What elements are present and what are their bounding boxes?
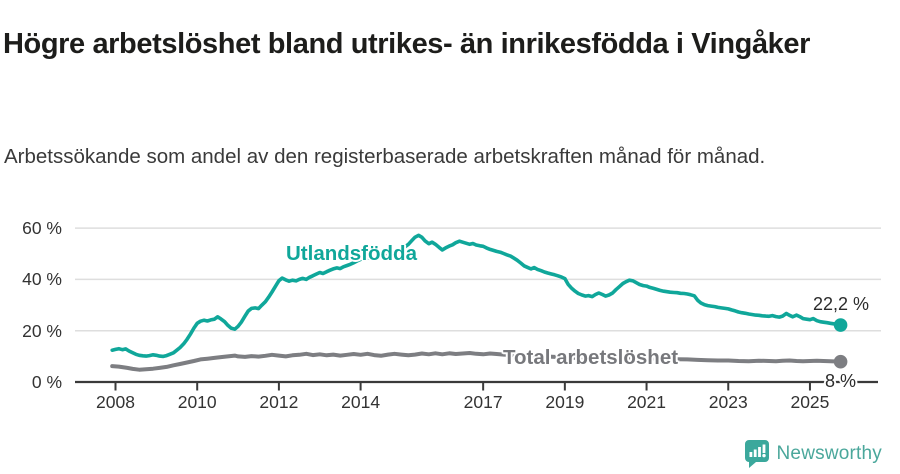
x-axis-label-2008: 2008 bbox=[96, 392, 135, 412]
newsworthy-logo[interactable]: Newsworthy bbox=[744, 439, 882, 469]
x-axis-label-2017: 2017 bbox=[463, 392, 503, 412]
x-axis-label-2023: 2023 bbox=[708, 392, 748, 412]
brand-name: Newsworthy bbox=[776, 443, 882, 464]
series-lines bbox=[110, 233, 843, 372]
x-axis-label-2019: 2019 bbox=[545, 392, 585, 412]
x-axis-label-2012: 2012 bbox=[259, 392, 299, 412]
y-axis-label-40: 40 % bbox=[22, 269, 62, 290]
line-series-1 bbox=[110, 351, 843, 372]
newsworthy-badge-icon bbox=[744, 440, 769, 468]
x-axis-label-2021: 2021 bbox=[627, 392, 667, 412]
y-axis-label-20: 20 % bbox=[22, 320, 62, 341]
series-label-total: Total arbetslöshet bbox=[503, 346, 679, 369]
x-axis-label-2025: 2025 bbox=[790, 392, 830, 412]
x-axis-label-2010: 2010 bbox=[177, 392, 217, 412]
end-dot-series-1 bbox=[833, 354, 848, 369]
line-series-0 bbox=[110, 233, 843, 359]
gridlines bbox=[75, 227, 881, 332]
end-value-label-total: 8 % bbox=[825, 371, 857, 391]
y-axis-label-0: 0 % bbox=[31, 372, 62, 392]
x-axis-label-2014: 2014 bbox=[341, 392, 381, 412]
page-title: Högre arbetslöshet bland utrikes- än inr… bbox=[3, 28, 811, 61]
y-axis-label-60: 60 % bbox=[22, 218, 62, 239]
end-value-label-utlandsfodda: 22,2 % bbox=[813, 294, 870, 314]
end-dot-series-0 bbox=[833, 318, 848, 332]
series-label-utlandsfodda: Utlandsfödda bbox=[286, 242, 417, 265]
chart-subtitle: Arbetssökande som andel av den registerb… bbox=[4, 144, 766, 168]
series-end-dots bbox=[833, 318, 848, 369]
x-axis bbox=[75, 380, 878, 391]
